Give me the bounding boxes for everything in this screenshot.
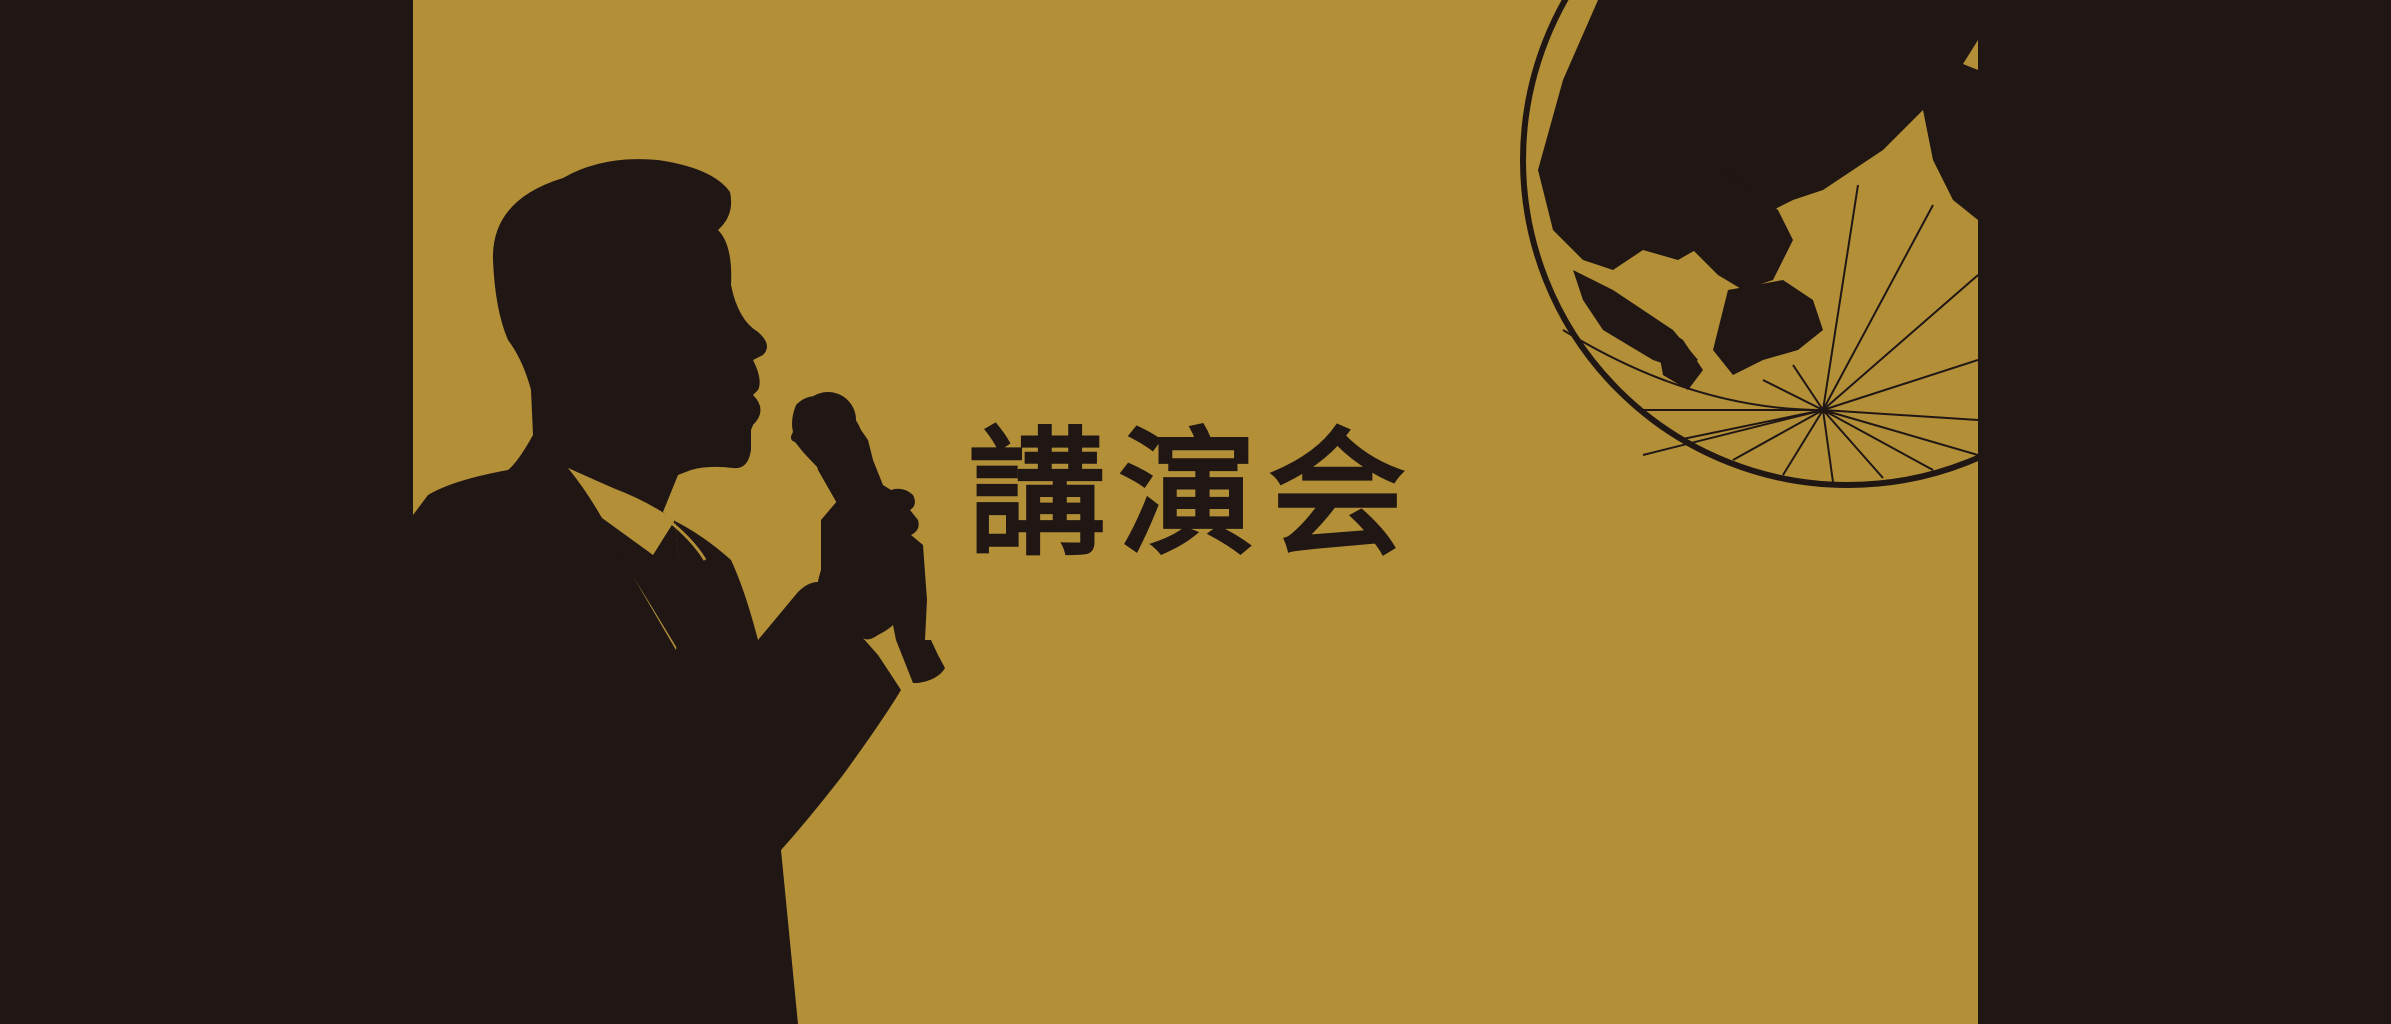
lecture-poster: 講演会	[413, 0, 1978, 1024]
lecture-title: 講演会	[968, 412, 1419, 575]
right-dark-panel	[1978, 0, 2391, 1024]
microphone-icon	[800, 392, 873, 505]
globe-icon	[1520, 0, 1978, 488]
poster-artwork	[413, 0, 1978, 1024]
left-dark-panel	[0, 0, 413, 1024]
speaker-silhouette	[413, 159, 945, 1024]
